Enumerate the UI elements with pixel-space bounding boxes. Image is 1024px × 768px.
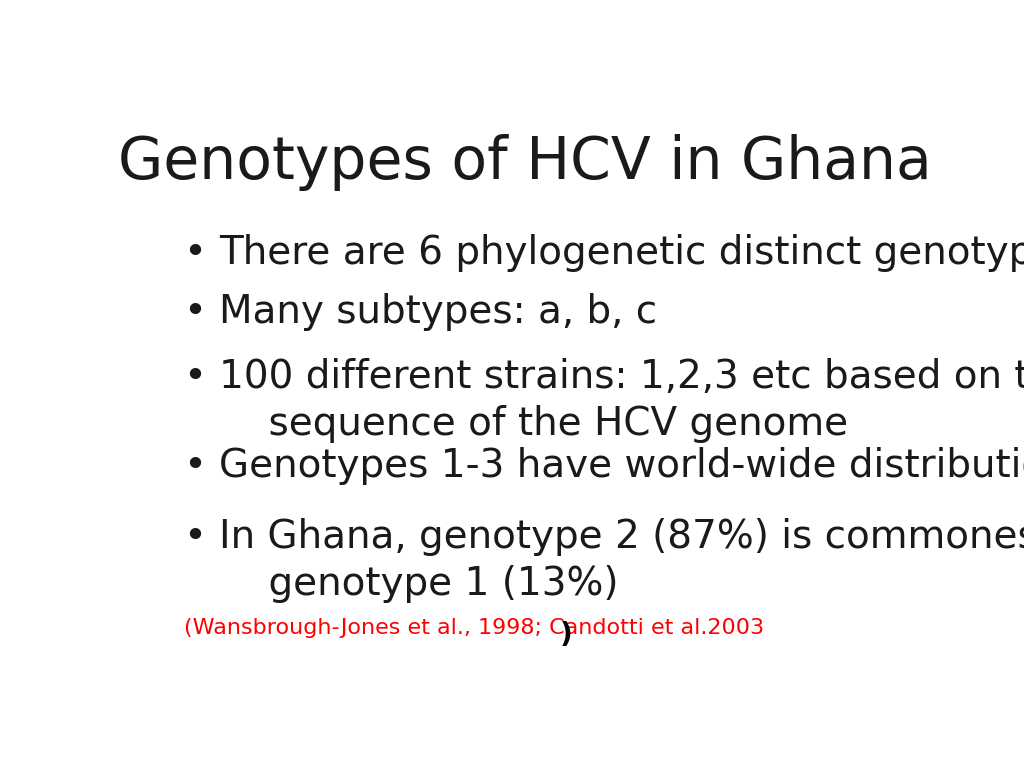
Text: •: • [183,518,207,556]
Text: 100 different strains: 1,2,3 etc based on the
    sequence of the HCV genome: 100 different strains: 1,2,3 etc based o… [219,358,1024,443]
Text: ): ) [560,621,572,650]
Text: •: • [183,293,207,331]
Text: (Wansbrough-Jones et al., 1998; Candotti et al.2003: (Wansbrough-Jones et al., 1998; Candotti… [183,618,764,638]
Text: •: • [183,358,207,396]
Text: •: • [183,447,207,485]
Text: Genotypes of HCV in Ghana: Genotypes of HCV in Ghana [118,134,932,190]
Text: Many subtypes: a, b, c: Many subtypes: a, b, c [219,293,657,331]
Text: Genotypes 1-3 have world-wide distribution: Genotypes 1-3 have world-wide distributi… [219,447,1024,485]
Text: In Ghana, genotype 2 (87%) is commonest,
    genotype 1 (13%): In Ghana, genotype 2 (87%) is commonest,… [219,518,1024,603]
Text: •: • [183,234,207,272]
Text: There are 6 phylogenetic distinct genotypes:1-6: There are 6 phylogenetic distinct genoty… [219,234,1024,272]
